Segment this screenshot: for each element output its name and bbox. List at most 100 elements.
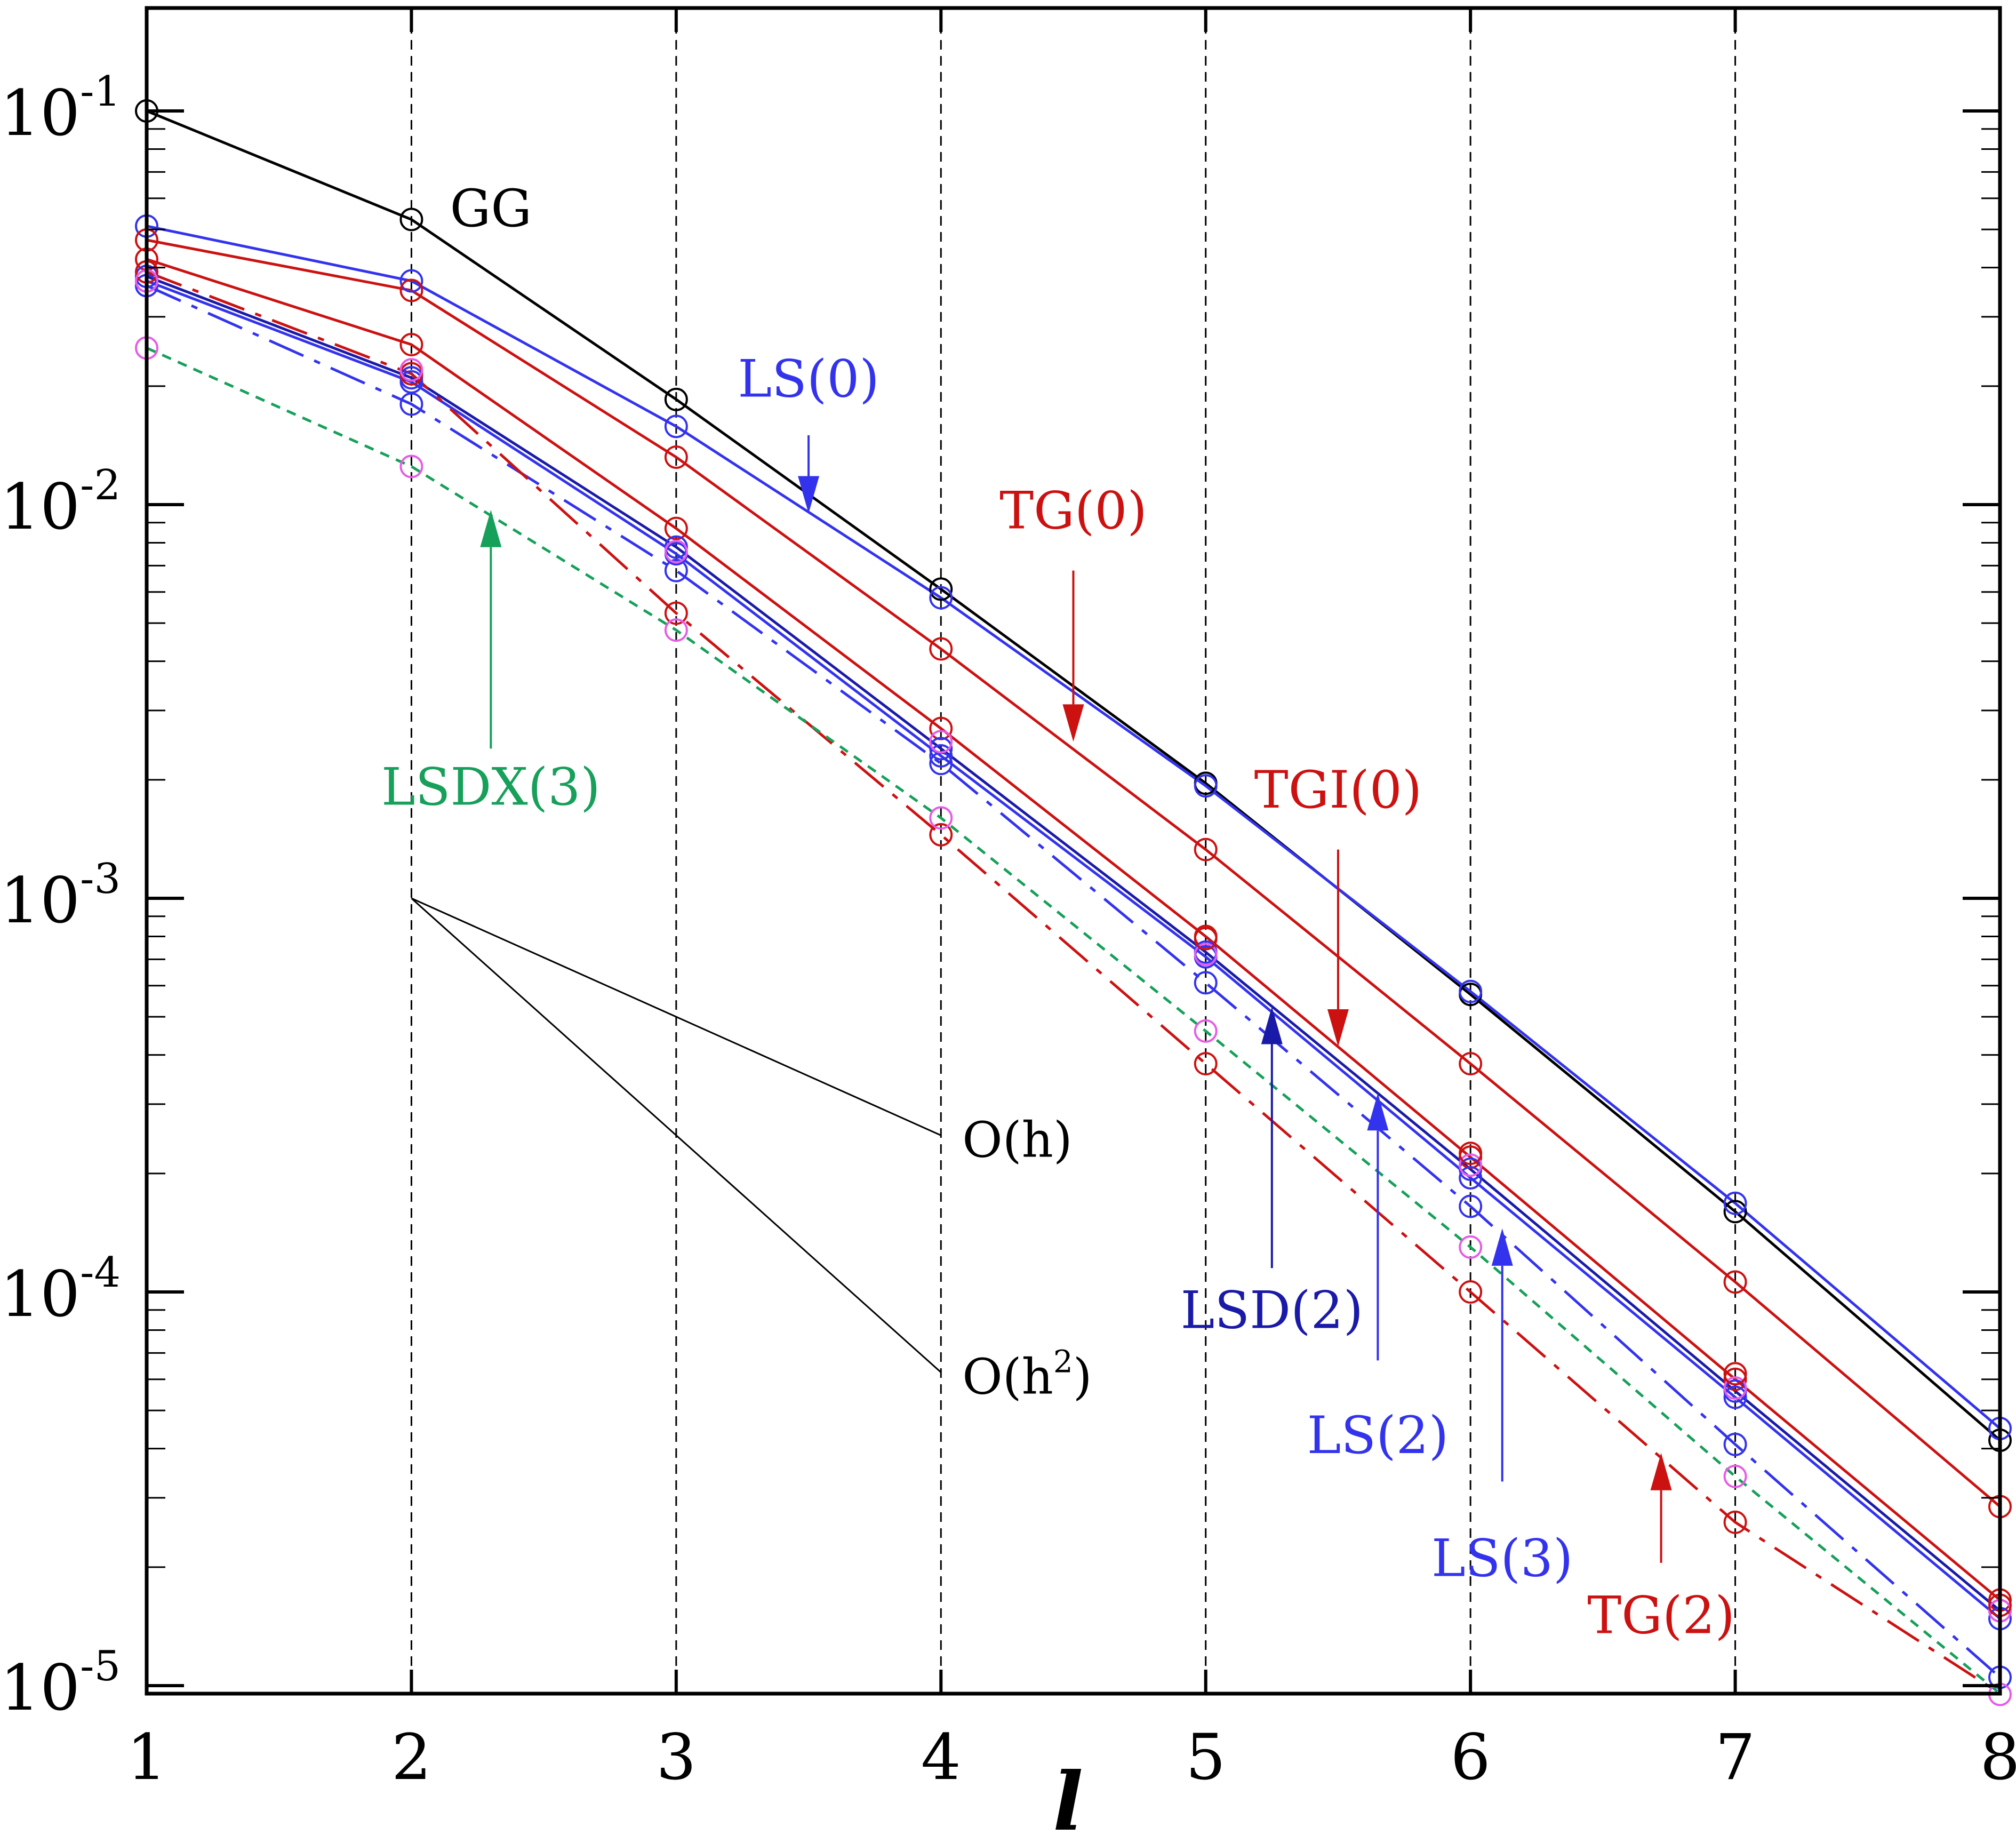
- data-point-tgi0: [929, 716, 953, 740]
- annotation-arrowhead-ls0: [798, 476, 820, 514]
- annotation-arrowhead-ls2: [1367, 1093, 1389, 1131]
- plot-frame: [145, 6, 2002, 1696]
- series-label-tg0: TG(0): [999, 481, 1147, 541]
- data-point-tg2: [1194, 1052, 1218, 1076]
- data-point-gg: [929, 577, 953, 601]
- data-point-extra-red: [1723, 1362, 1747, 1386]
- data-point-tg0: [929, 637, 953, 661]
- data-point-extra-magenta: [664, 539, 688, 563]
- data-point-extra-magenta: [1194, 943, 1218, 967]
- data-point-extra-magenta: [929, 730, 953, 754]
- series-layer: [146, 109, 2001, 1695]
- series-label-lsd2: LSD(2): [1181, 1281, 1363, 1341]
- data-point-tg0: [1459, 1052, 1483, 1076]
- reference-line-1: [411, 897, 941, 1136]
- data-point-lsdx3: [929, 806, 953, 830]
- reference-line-2: [411, 897, 942, 1373]
- x-tick-label-1: 1: [126, 1720, 166, 1794]
- series-label-ls0: LS(0): [738, 349, 879, 409]
- annotation-arrowhead-tg0: [1062, 704, 1084, 742]
- marker-layer: [135, 99, 2012, 1706]
- x-tick-label-7: 7: [1715, 1720, 1755, 1794]
- data-point-ls3: [664, 559, 688, 583]
- x-tick-label-2: 2: [391, 1720, 431, 1794]
- annotation-arrowhead-tg2: [1650, 1453, 1672, 1490]
- data-point-tg0: [1194, 837, 1218, 861]
- grid-layer: [410, 8, 1737, 1694]
- data-point-lsdx3: [664, 618, 688, 642]
- annotation-arrowhead-lsdx3: [480, 509, 502, 547]
- data-point-tg2: [1459, 1280, 1483, 1304]
- series-line-ls2: [146, 280, 2001, 1620]
- series-line-tg0: [146, 238, 2001, 1508]
- data-point-ls0: [1459, 979, 1483, 1003]
- data-point-ls3: [1459, 1194, 1483, 1218]
- series-label-ls2: LS(2): [1307, 1406, 1449, 1465]
- series-label-tg2: TG(2): [1587, 1585, 1735, 1645]
- data-point-tg0: [664, 445, 688, 469]
- series-label-lsdx3: LSDX(3): [381, 757, 601, 817]
- data-point-ls0: [929, 586, 953, 610]
- data-point-ls3: [1194, 971, 1218, 995]
- y-tick-label: 10-4: [0, 1249, 121, 1331]
- data-point-tgi0: [1723, 1367, 1747, 1391]
- y-tick-label: 10-3: [0, 855, 121, 937]
- data-point-tg2: [1723, 1510, 1747, 1534]
- x-tick-label-5: 5: [1186, 1720, 1226, 1794]
- x-tick-label-6: 6: [1451, 1720, 1491, 1794]
- data-point-ls2: [1459, 1166, 1483, 1190]
- y-tick-label: 10-5: [0, 1642, 121, 1725]
- data-point-ls3: [1723, 1432, 1747, 1456]
- data-point-ls0: [1723, 1191, 1747, 1215]
- data-point-lsd2: [929, 737, 953, 761]
- data-point-lsdx3: [399, 454, 423, 478]
- x-tick-label-4: 4: [921, 1720, 961, 1794]
- data-point-ls0: [399, 269, 423, 293]
- y-tick-label: 10-1: [0, 68, 121, 150]
- reference-lines: O(h) O(h2): [411, 897, 1092, 1406]
- series-label-gg: GG: [450, 179, 532, 238]
- tick-layer: 1 2 3 4 5 6 7 8 10-1 10-2 10-3 10-4 10-5: [0, 8, 2016, 1794]
- series-label-ls3: LS(3): [1431, 1528, 1573, 1588]
- series-label-tgi0: TGI(0): [1254, 760, 1422, 820]
- data-point-tg0: [399, 278, 423, 302]
- series-line-lsdx3: [146, 347, 2001, 1695]
- data-point-tgi0: [399, 332, 423, 356]
- data-point-tg2: [664, 601, 688, 625]
- series-line-tg2: [146, 270, 2001, 1695]
- data-point-extra-magenta: [1459, 1153, 1483, 1177]
- data-point-extra-magenta: [399, 358, 423, 382]
- data-point-tg0: [1723, 1270, 1747, 1294]
- data-point-lsdx3: [1459, 1235, 1483, 1259]
- series-line-ls3: [146, 284, 2001, 1679]
- data-point-extra-magenta: [1723, 1376, 1747, 1400]
- data-point-ls2: [929, 744, 953, 768]
- data-point-lsdx3: [1194, 1019, 1218, 1043]
- series-line-ls0: [146, 225, 2001, 1430]
- x-tick-label-3: 3: [656, 1720, 696, 1794]
- data-point-gg: [1723, 1200, 1747, 1224]
- data-point-lsdx3: [1723, 1464, 1747, 1488]
- annotation-layer: GG LS(0) TG(0) TGI(0) LSD(2) LS(2) LS(3)TG(2) L…: [381, 179, 1735, 1646]
- data-point-ls0: [1194, 774, 1218, 798]
- data-point-ls2: [1723, 1385, 1747, 1409]
- annotation-arrowhead-tgi0: [1327, 1009, 1349, 1047]
- data-point-extra-red: [1194, 927, 1218, 951]
- data-point-gg: [664, 387, 688, 411]
- y-tick-label: 10-2: [0, 461, 121, 544]
- annotation-arrowhead-ls3: [1491, 1228, 1513, 1266]
- data-point-ls0: [664, 414, 688, 438]
- annotation-arrowhead-lsd2: [1261, 1007, 1283, 1044]
- data-point-ls3: [399, 392, 423, 416]
- x-tick-label-8: 8: [1980, 1720, 2016, 1794]
- series-line-tgi0: [146, 258, 2001, 1601]
- series-line-lsd2: [146, 275, 2001, 1612]
- data-point-tgi0: [664, 516, 688, 540]
- data-point-tg2: [929, 823, 953, 847]
- reference-line-label-2: O(h2): [962, 1344, 1092, 1406]
- data-point-gg: [399, 208, 423, 232]
- x-axis-label: l: [1053, 1755, 1083, 1843]
- reference-line-label-1: O(h): [962, 1111, 1072, 1168]
- data-point-extra-red: [1459, 1142, 1483, 1166]
